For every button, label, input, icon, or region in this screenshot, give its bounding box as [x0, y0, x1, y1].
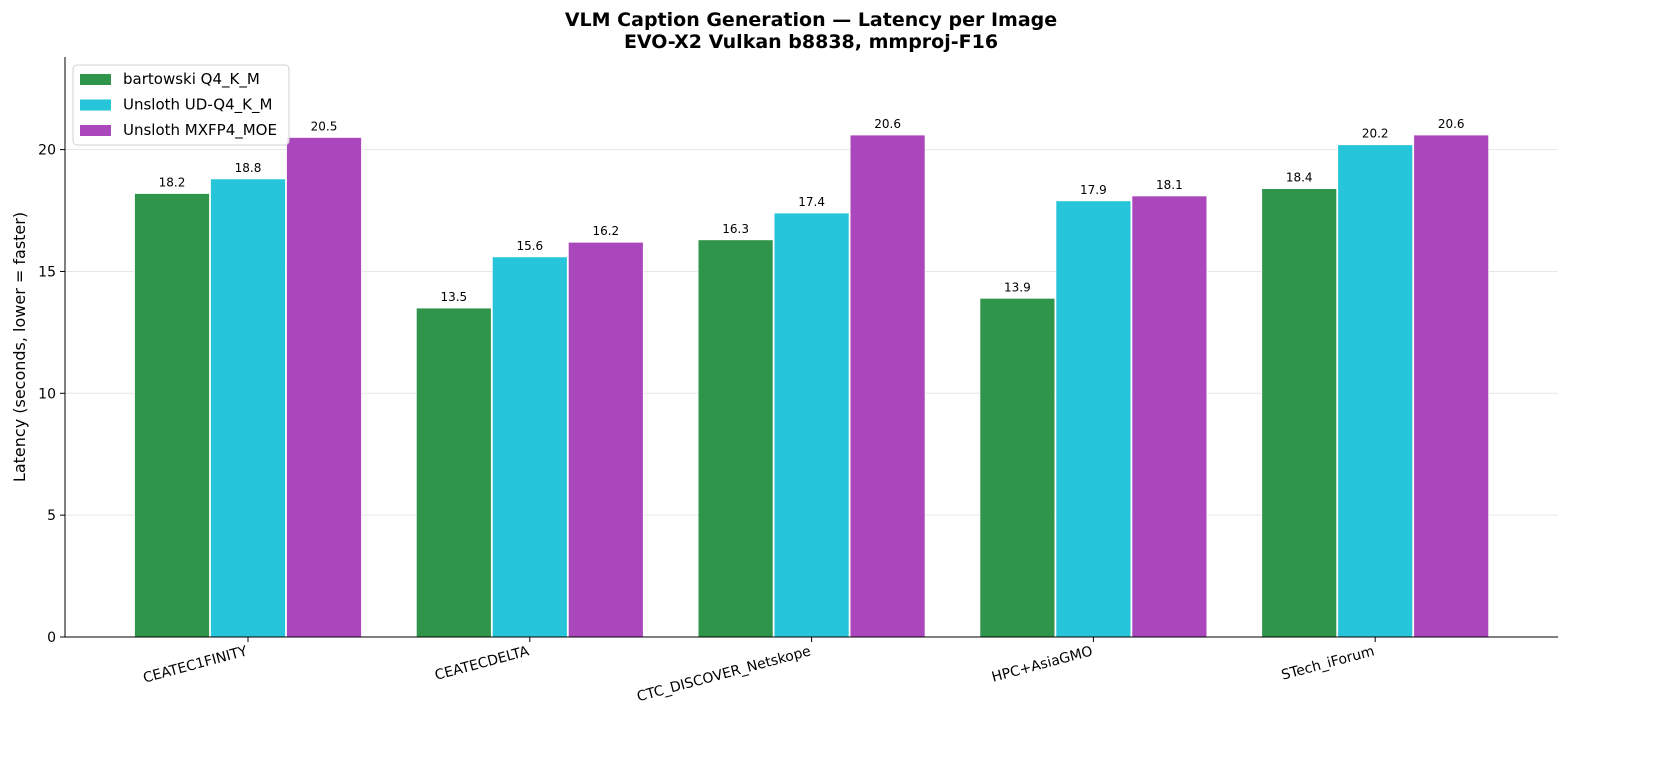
y-tick-label: 20 [38, 143, 56, 159]
bar-value-label: 13.5 [440, 290, 467, 304]
bar-value-label: 18.2 [159, 175, 186, 189]
x-tick-label: HPC+AsiaGMO [990, 643, 1094, 685]
bar [210, 178, 286, 638]
chart-title: VLM Caption Generation — Latency per Ima… [565, 9, 1057, 31]
bar [286, 137, 362, 638]
bar [1261, 188, 1338, 638]
legend: bartowski Q4_K_M Unsloth UD-Q4_K_M Unsloth… [72, 64, 290, 146]
bar [979, 297, 1056, 638]
y-tick-label: 15 [38, 264, 56, 280]
bar [491, 256, 568, 638]
bar-value-label: 20.6 [1438, 117, 1465, 131]
chart-subtitle: EVO-X2 Vulkan b8838, mmproj-F16 [624, 31, 998, 53]
y-tick-label: 0 [47, 630, 56, 646]
x-tick-label: CEATEC1FINITY [141, 643, 249, 686]
legend-swatch [80, 125, 111, 136]
bar-value-label: 17.4 [798, 195, 825, 209]
bar [1055, 200, 1132, 638]
legend-swatch [80, 74, 111, 85]
y-tick-label: 10 [38, 386, 56, 402]
bar [697, 239, 774, 638]
x-tick-label: CEATECDELTA [433, 643, 531, 684]
bar-value-label: 20.6 [874, 117, 901, 131]
legend-label: Unsloth MXFP4_MOE [123, 121, 277, 140]
bar-value-label: 18.8 [235, 161, 262, 175]
x-tick-label: STech_iForum [1280, 643, 1376, 683]
bar-value-label: 20.5 [311, 119, 338, 133]
bar-value-label: 20.2 [1362, 127, 1389, 141]
bar-value-label: 17.9 [1080, 183, 1107, 197]
bar [415, 307, 492, 638]
legend-label: bartowski Q4_K_M [123, 70, 260, 89]
bar-value-label: 15.6 [516, 239, 543, 253]
bar-value-label: 18.1 [1156, 178, 1183, 192]
bar [1131, 195, 1208, 638]
bar-value-label: 13.9 [1004, 280, 1031, 294]
legend-label: Unsloth UD-Q4_K_M [123, 96, 272, 115]
bar [1413, 134, 1490, 638]
bar-value-label: 16.2 [592, 224, 619, 238]
bar [567, 241, 644, 638]
bar [134, 193, 210, 638]
bar-value-label: 18.4 [1286, 171, 1313, 185]
y-tick-label: 5 [47, 508, 56, 524]
bar-value-label: 16.3 [722, 222, 749, 236]
legend-box [72, 64, 290, 146]
bar [1337, 144, 1414, 638]
bar [849, 134, 926, 638]
y-axis-label: Latency (seconds, lower = faster) [10, 212, 29, 482]
x-tick-label: CTC_DISCOVER_Netskope [635, 643, 812, 705]
legend-swatch [80, 99, 111, 111]
bar [773, 212, 850, 638]
